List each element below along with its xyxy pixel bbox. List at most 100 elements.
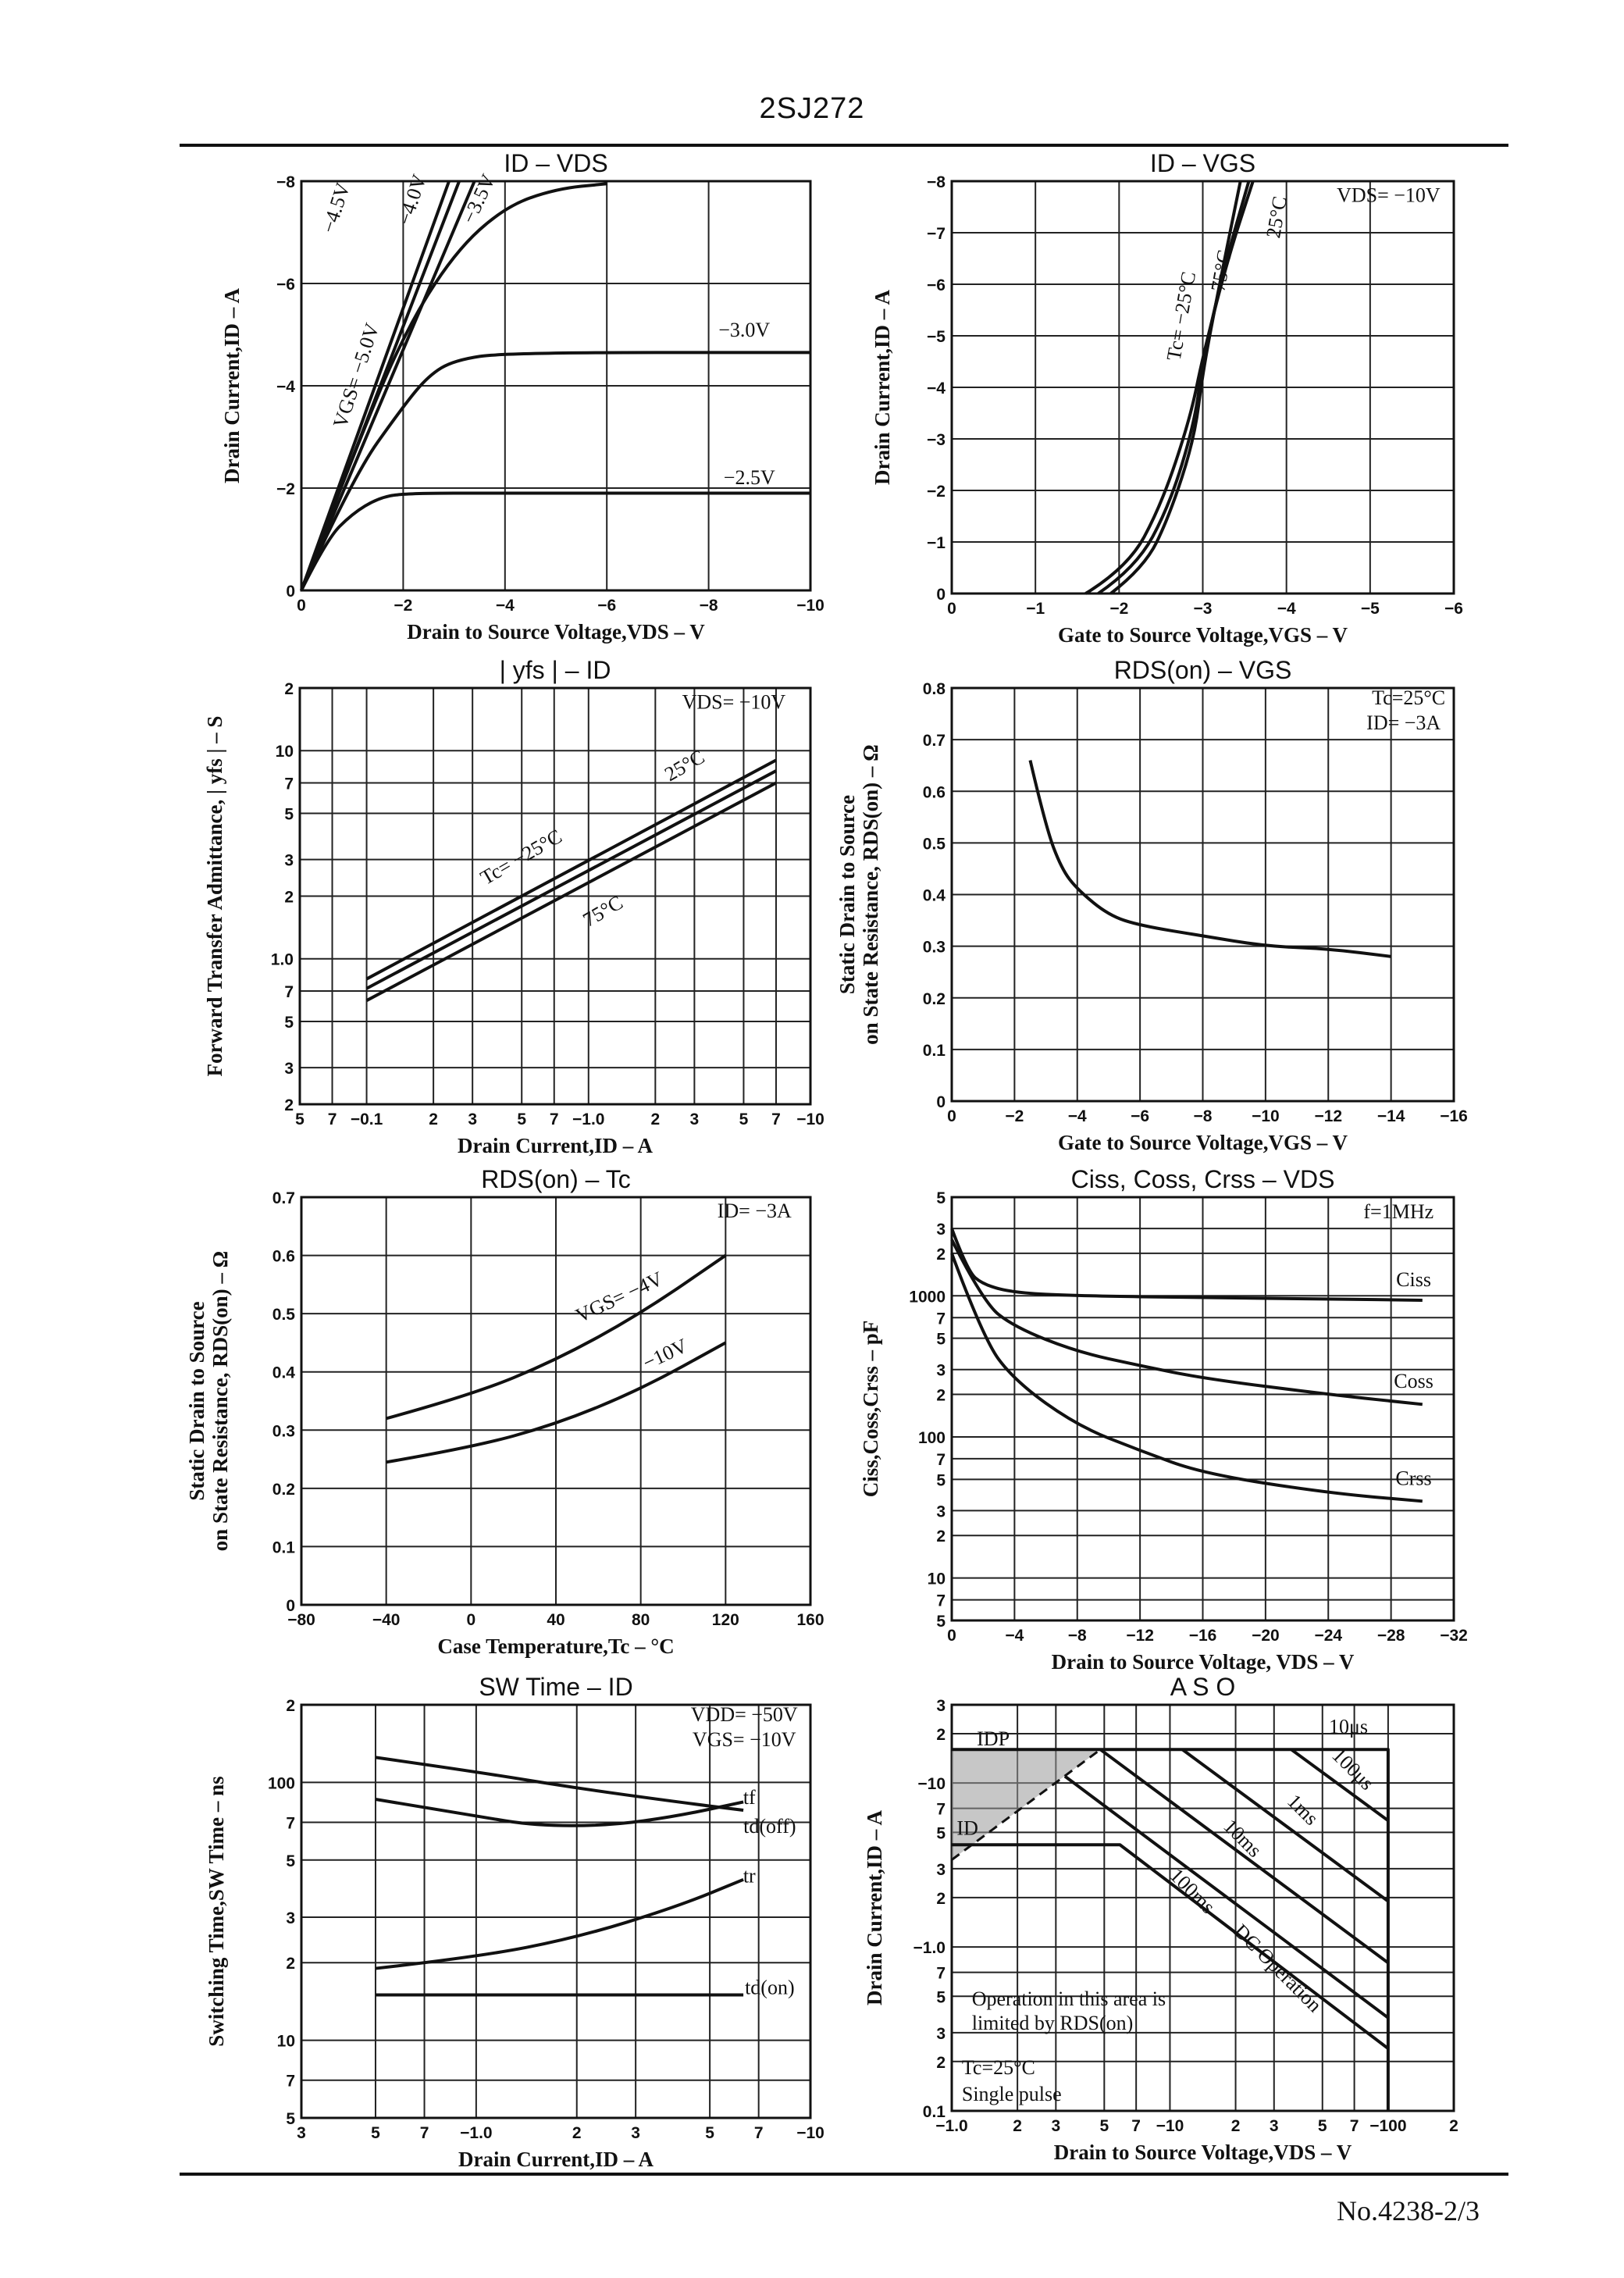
series-line bbox=[1181, 1748, 1390, 1903]
curve-annotation: VDS= −10V bbox=[682, 691, 786, 714]
curve-annotation: Operation in this area is bbox=[972, 1987, 1166, 2010]
x-tick-label: 3 bbox=[631, 2124, 640, 2142]
x-axis-label: Drain to Source Voltage,VDS – V bbox=[1054, 2141, 1352, 2164]
y-axis-label: on State Resistance, RDS(on) – Ω bbox=[208, 1251, 232, 1552]
x-tick-label: 2 bbox=[1013, 2117, 1022, 2135]
chart-title: RDS(on) – VGS bbox=[1114, 656, 1292, 684]
y-tick-label: 2 bbox=[936, 1528, 946, 1545]
y-tick-label: 7 bbox=[936, 1965, 946, 1983]
chart-title: Ciss, Coss, Crss – VDS bbox=[1071, 1165, 1335, 1193]
y-tick-label: 100 bbox=[268, 1774, 295, 1792]
series-line bbox=[1099, 1748, 1390, 1965]
curve-annotation: 75°C bbox=[579, 891, 627, 932]
series-line bbox=[1290, 1748, 1390, 1822]
x-tick-label: 5 bbox=[517, 1110, 526, 1128]
x-tick-label: −16 bbox=[1440, 1107, 1468, 1125]
y-tick-label: −2 bbox=[927, 483, 946, 501]
y-tick-label: 3 bbox=[936, 1503, 946, 1520]
x-tick-label: 0 bbox=[947, 600, 956, 618]
chart-2: 0 −1 −2 −3 −4 −5 −6 0 −1 −2 −3 −4 −5 −6 −7 −8 ID – VGS Ga… bbox=[871, 149, 1463, 647]
y-tick-label: 7 bbox=[936, 1801, 946, 1819]
series-line bbox=[386, 1253, 727, 1421]
x-tick-label: −10 bbox=[796, 2124, 824, 2142]
curve-annotation: ID bbox=[956, 1816, 978, 1839]
y-tick-label: 10 bbox=[277, 2033, 295, 2051]
y-tick-label: 3 bbox=[936, 1362, 946, 1380]
series-line bbox=[300, 180, 476, 591]
y-tick-label: 2 bbox=[936, 2054, 946, 2072]
curve-annotation: VDS= −10V bbox=[1337, 184, 1441, 206]
plot-frame bbox=[300, 1703, 812, 2119]
series-line bbox=[950, 1228, 1423, 1302]
y-tick-label: −1.0 bbox=[914, 1939, 946, 1957]
series-line bbox=[950, 1253, 1423, 1503]
bottom-rule bbox=[180, 2173, 1508, 2176]
series-line bbox=[375, 1756, 744, 1813]
curve-annotation: tr bbox=[743, 1864, 756, 1887]
curve-annotation: Ciss bbox=[1396, 1268, 1431, 1291]
x-tick-label: −10 bbox=[1156, 2117, 1184, 2135]
series-line bbox=[375, 1798, 744, 1827]
top-rule bbox=[180, 144, 1508, 147]
y-tick-label: 5 bbox=[936, 1189, 946, 1207]
x-tick-label: 2 bbox=[1231, 2117, 1241, 2135]
y-tick-label: 0.7 bbox=[923, 732, 946, 750]
y-tick-label: 2 bbox=[936, 1246, 946, 1264]
y-tick-label: 2 bbox=[936, 1387, 946, 1405]
y-axis-label: on State Resistance, RDS(on) – Ω bbox=[859, 744, 882, 1045]
page-reference: No.4238-2/3 bbox=[1337, 2195, 1480, 2226]
x-tick-label: −0.1 bbox=[351, 1110, 383, 1128]
x-tick-label: −24 bbox=[1314, 1627, 1342, 1645]
y-tick-label: 0.3 bbox=[272, 1422, 295, 1440]
y-tick-label: 10 bbox=[928, 1570, 946, 1588]
y-tick-label: 3 bbox=[286, 1909, 295, 1927]
chart-1: 0 −2 −4 −6 −8 −10 0 −2 −4 −6 −8 ID – VDS Drain to So… bbox=[220, 149, 824, 643]
chart-title: | yfs | – ID bbox=[500, 656, 611, 684]
curve-annotation: Tc=25°C bbox=[962, 2056, 1035, 2079]
y-tick-label: 0.4 bbox=[272, 1364, 296, 1382]
series-line bbox=[1084, 180, 1255, 595]
x-tick-label: −8 bbox=[1194, 1107, 1213, 1125]
curve-annotation: tf bbox=[743, 1786, 756, 1809]
x-tick-label: 7 bbox=[328, 1110, 337, 1128]
x-tick-label: 7 bbox=[550, 1110, 559, 1128]
y-tick-label: 5 bbox=[936, 1824, 946, 1842]
x-tick-label: −1.0 bbox=[935, 2117, 967, 2135]
y-tick-label: −4 bbox=[276, 378, 295, 396]
chart-3: 5 7 −0.1 2 3 5 7 −1.0 2 3 5 7 −10 2 3 5 7 1.0 2 3 5 7 10 2 | yfs… bbox=[203, 656, 824, 1157]
curve-annotation: 100μs bbox=[1327, 1744, 1378, 1795]
x-tick-label: −4 bbox=[1277, 600, 1296, 618]
y-tick-label: 2 bbox=[284, 889, 294, 907]
x-axis-label: Gate to Source Voltage,VGS – V bbox=[1058, 1131, 1348, 1154]
y-tick-label: 7 bbox=[936, 1451, 946, 1469]
y-tick-label: 0.5 bbox=[923, 835, 946, 853]
y-axis-label: Static Drain to Source bbox=[185, 1301, 208, 1500]
y-tick-label: 5 bbox=[936, 1331, 946, 1349]
curve-annotation: −3.0V bbox=[718, 319, 770, 341]
x-tick-label: 3 bbox=[690, 1110, 700, 1128]
y-tick-label: 0 bbox=[936, 1093, 946, 1111]
y-tick-label: 0.6 bbox=[272, 1248, 295, 1266]
x-axis-label: Drain Current,ID – A bbox=[458, 2148, 654, 2171]
y-tick-label: 0.5 bbox=[272, 1306, 296, 1324]
y-tick-label: 0.1 bbox=[923, 2103, 946, 2121]
plot-frame bbox=[950, 686, 1455, 1103]
curve-annotation: 10μs bbox=[1329, 1715, 1368, 1738]
curve-annotation: −10V bbox=[639, 1334, 691, 1374]
x-tick-label: −4 bbox=[1068, 1107, 1087, 1125]
series-line bbox=[300, 180, 451, 591]
y-tick-label: 3 bbox=[936, 1221, 946, 1239]
series-line bbox=[300, 491, 810, 591]
y-tick-label: −1 bbox=[927, 534, 946, 552]
x-tick-label: −1.0 bbox=[572, 1110, 604, 1128]
x-tick-label: 40 bbox=[547, 1611, 564, 1629]
x-tick-label: 5 bbox=[295, 1110, 304, 1128]
plot-frame bbox=[298, 686, 812, 1106]
x-tick-label: 7 bbox=[771, 1110, 781, 1128]
curve-annotation: td(off) bbox=[743, 1815, 796, 1838]
x-tick-label: −10 bbox=[796, 1110, 824, 1128]
y-tick-label: 7 bbox=[286, 2073, 295, 2091]
series-line bbox=[375, 1877, 744, 1970]
x-tick-label: −10 bbox=[1252, 1107, 1280, 1125]
part-number-header: 2SJ272 bbox=[759, 92, 865, 125]
